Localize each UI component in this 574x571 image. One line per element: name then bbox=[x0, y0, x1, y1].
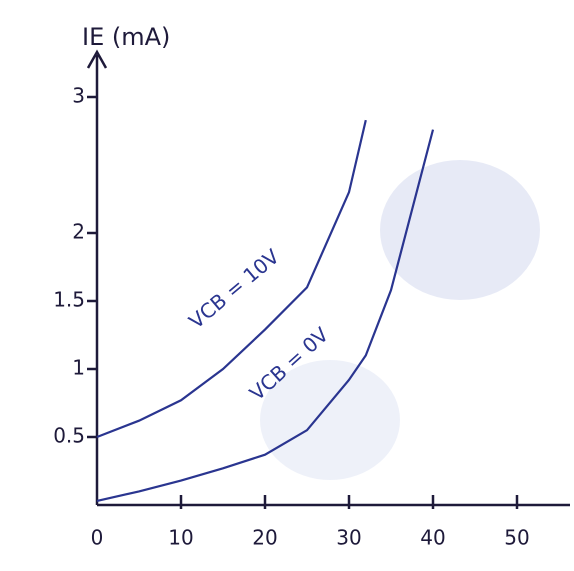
y-tick-label: 3 bbox=[72, 84, 85, 108]
x-tick-label: 10 bbox=[168, 526, 193, 550]
y-axis-label: IE (mA) bbox=[82, 23, 170, 51]
smudge bbox=[380, 160, 540, 300]
x-tick-label: 30 bbox=[336, 526, 361, 550]
x-tick-label: 50 bbox=[504, 526, 529, 550]
y-tick-label: 0.5 bbox=[53, 424, 85, 448]
x-tick-label: 0 bbox=[91, 526, 104, 550]
y-tick-label: 2 bbox=[72, 220, 85, 244]
x-tick-label: 20 bbox=[252, 526, 277, 550]
y-tick-label: 1 bbox=[72, 356, 85, 380]
chart: IE (mA) 0.511.523010203040506oVCB = 10VV… bbox=[0, 0, 574, 571]
x-tick-label: 40 bbox=[420, 526, 445, 550]
y-tick-label: 1.5 bbox=[53, 288, 85, 312]
